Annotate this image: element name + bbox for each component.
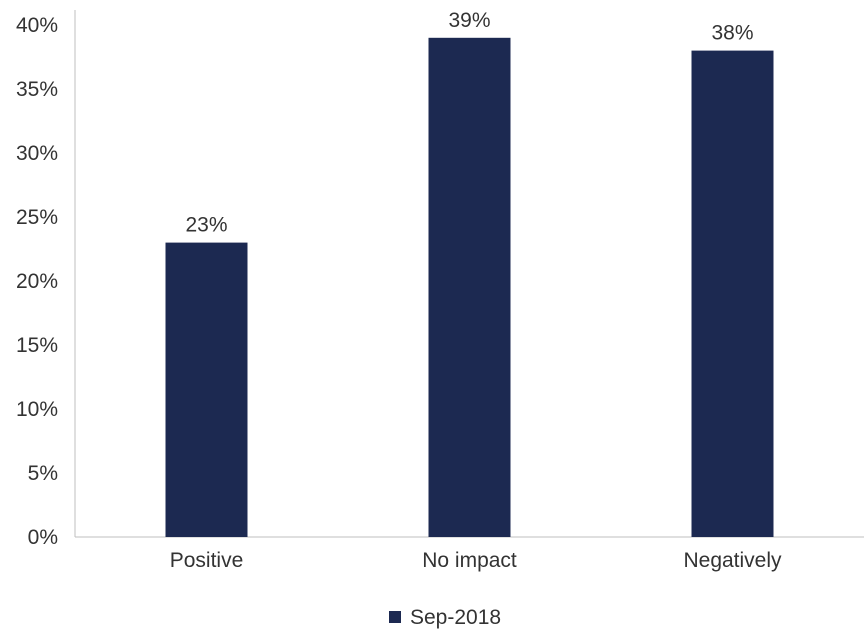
y-tick-label: 35% (16, 78, 58, 101)
bar-no-impact (428, 37, 511, 538)
y-tick-label: 10% (16, 398, 58, 421)
x-axis-category-labels: Positive No impact Negatively (170, 549, 782, 572)
legend-swatch (389, 611, 401, 623)
y-tick-label: 25% (16, 206, 58, 229)
y-tick-label: 0% (28, 526, 58, 549)
category-label: Negatively (683, 549, 782, 572)
y-tick-label: 40% (16, 14, 58, 37)
bars (165, 37, 774, 538)
category-label: No impact (422, 549, 517, 572)
y-tick-label: 5% (28, 462, 58, 485)
bar-negatively (691, 50, 774, 537)
legend: Sep-2018 (389, 606, 501, 629)
data-label: 38% (711, 22, 753, 45)
y-tick-label: 20% (16, 270, 58, 293)
y-axis-ticks: 0% 5% 10% 15% 20% 25% 30% 35% 40% (16, 14, 58, 549)
data-label: 23% (185, 214, 227, 237)
category-label: Positive (170, 549, 244, 572)
data-label: 39% (448, 9, 490, 32)
legend-label: Sep-2018 (410, 606, 501, 629)
bar-positive (165, 242, 248, 537)
data-labels: 23% 39% 38% (185, 9, 753, 237)
y-tick-label: 15% (16, 334, 58, 357)
y-tick-label: 30% (16, 142, 58, 165)
